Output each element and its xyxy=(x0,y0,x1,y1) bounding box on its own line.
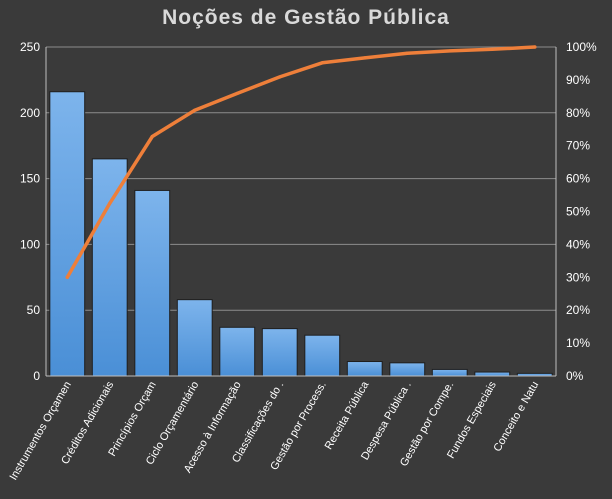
line-point xyxy=(490,47,494,51)
x-category-label: Instrumentos Orçamen xyxy=(8,380,74,483)
y-left-tick-label: 0 xyxy=(33,369,40,383)
y-right-tick-label: 0% xyxy=(566,369,584,383)
y-right-tick-label: 80% xyxy=(566,106,590,120)
bar xyxy=(91,158,128,377)
y-left-tick-label: 50 xyxy=(27,303,41,317)
y-right-tick-label: 40% xyxy=(566,237,590,251)
x-category-label: Princípios Orçam xyxy=(106,380,159,459)
line-point xyxy=(150,134,154,139)
y-left-tick-label: 250 xyxy=(20,40,40,54)
bar xyxy=(134,189,171,377)
line-point xyxy=(320,61,324,65)
y-right-tick-label: 50% xyxy=(566,205,590,219)
y-right-tick-label: 10% xyxy=(566,336,590,350)
line-point xyxy=(108,201,112,205)
bar xyxy=(474,371,511,377)
bar xyxy=(49,91,86,377)
y-right-tick-label: 90% xyxy=(566,73,590,87)
chart-title: Noções de Gestão Pública xyxy=(162,6,450,29)
line-point xyxy=(193,108,197,112)
y-right-tick-label: 70% xyxy=(566,139,590,153)
line-point xyxy=(405,51,409,55)
line-point xyxy=(533,45,537,49)
y-right-tick-label: 30% xyxy=(566,270,590,284)
y-left-tick-label: 100 xyxy=(20,237,40,251)
y-left-tick-label: 150 xyxy=(20,172,40,186)
y-right-tick-label: 100% xyxy=(566,40,597,54)
bar xyxy=(176,299,213,377)
x-category-label: Receita Pública xyxy=(323,379,372,452)
bar xyxy=(389,362,426,377)
bar xyxy=(219,326,256,377)
y-right-tick-label: 20% xyxy=(566,303,590,317)
line-point xyxy=(278,75,282,79)
bar xyxy=(431,368,468,377)
line-point xyxy=(65,275,69,279)
line-point xyxy=(448,49,452,53)
bar xyxy=(304,334,341,377)
bar xyxy=(346,361,383,377)
line-point xyxy=(363,56,367,60)
cumulative-line xyxy=(65,45,537,280)
y-left-tick-label: 200 xyxy=(20,106,40,120)
y-right-tick-label: 60% xyxy=(566,172,590,186)
bar xyxy=(261,328,298,377)
x-category-label: Conceito e Natu xyxy=(492,380,542,454)
line-point xyxy=(235,91,239,95)
